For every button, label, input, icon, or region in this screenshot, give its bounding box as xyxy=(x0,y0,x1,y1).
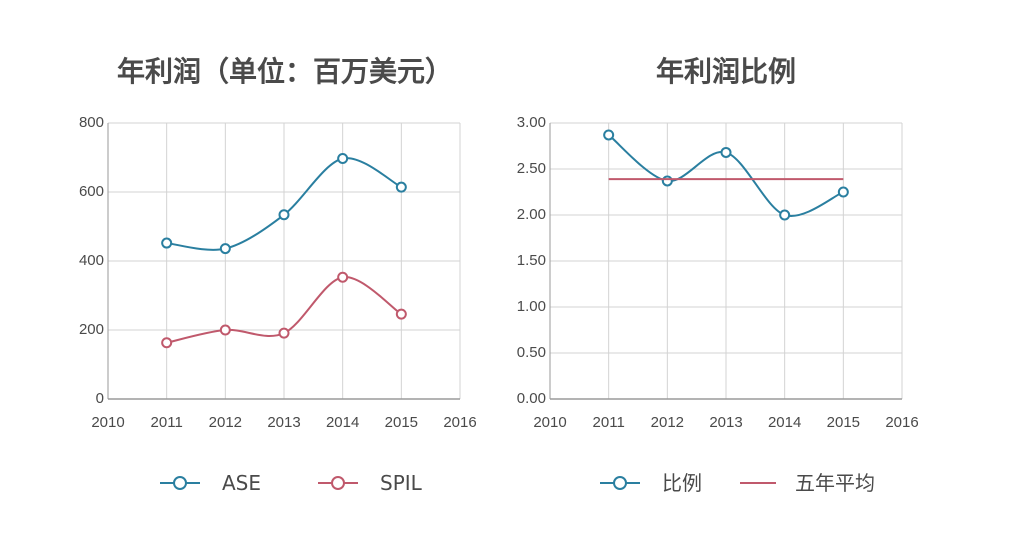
y-tick-label: 200 xyxy=(79,321,104,338)
legend-label: ASE xyxy=(222,471,261,495)
data-point xyxy=(661,175,673,187)
x-tick-label: 2015 xyxy=(385,414,418,431)
legend-label: 五年平均 xyxy=(795,471,875,495)
chart-title: 年利润（单位：百万美元） xyxy=(117,55,453,88)
data-point xyxy=(603,129,615,141)
x-tick-label: 2011 xyxy=(151,414,183,431)
y-tick-label: 2.50 xyxy=(517,160,546,177)
data-point xyxy=(395,308,407,320)
y-tick-label: 3.00 xyxy=(517,114,546,131)
y-tick-label: 400 xyxy=(79,252,104,269)
x-tick-label: 2014 xyxy=(326,414,359,431)
data-point xyxy=(337,153,349,165)
x-tick-label: 2014 xyxy=(768,414,801,431)
data-point xyxy=(278,209,290,221)
x-tick-label: 2013 xyxy=(267,414,300,431)
y-tick-label: 0 xyxy=(96,390,104,407)
y-tick-label: 2.00 xyxy=(517,206,546,223)
y-tick-label: 1.00 xyxy=(517,298,546,315)
legend-swatch-marker xyxy=(173,476,187,490)
x-tick-label: 2012 xyxy=(209,414,242,431)
data-point xyxy=(720,146,732,158)
x-tick-label: 2013 xyxy=(709,414,742,431)
legend-swatch-marker xyxy=(613,476,627,490)
x-tick-label: 2010 xyxy=(533,414,566,431)
data-point xyxy=(161,337,173,349)
data-point xyxy=(161,237,173,249)
legend-swatch-marker xyxy=(331,476,345,490)
data-point xyxy=(337,271,349,283)
x-tick-label: 2015 xyxy=(827,414,860,431)
data-point xyxy=(395,181,407,193)
y-tick-label: 600 xyxy=(79,183,104,200)
data-point xyxy=(837,186,849,198)
y-tick-label: 1.50 xyxy=(517,252,546,269)
data-point xyxy=(219,243,231,255)
y-tick-label: 800 xyxy=(79,114,104,131)
data-point xyxy=(219,324,231,336)
x-tick-label: 2010 xyxy=(91,414,124,431)
x-tick-label: 2012 xyxy=(651,414,684,431)
annual-profit-chart: 年利润（单位：百万美元） 0 200 400 600 800 2010 2011 2012 2… xyxy=(79,55,477,495)
data-point xyxy=(779,209,791,221)
x-tick-label: 2016 xyxy=(885,414,918,431)
x-tick-label: 2011 xyxy=(593,414,625,431)
legend-label: 比例 xyxy=(662,471,702,495)
legend-label: SPIL xyxy=(380,471,423,495)
x-tick-label: 2016 xyxy=(443,414,476,431)
profit-ratio-chart: 年利润比例 0.00 0.50 1.00 1.50 2.00 2.50 3.00 2010 2… xyxy=(517,55,919,495)
data-point xyxy=(278,327,290,339)
y-tick-label: 0.50 xyxy=(517,344,546,361)
chart-title: 年利润比例 xyxy=(656,55,796,88)
y-tick-label: 0.00 xyxy=(517,390,546,407)
